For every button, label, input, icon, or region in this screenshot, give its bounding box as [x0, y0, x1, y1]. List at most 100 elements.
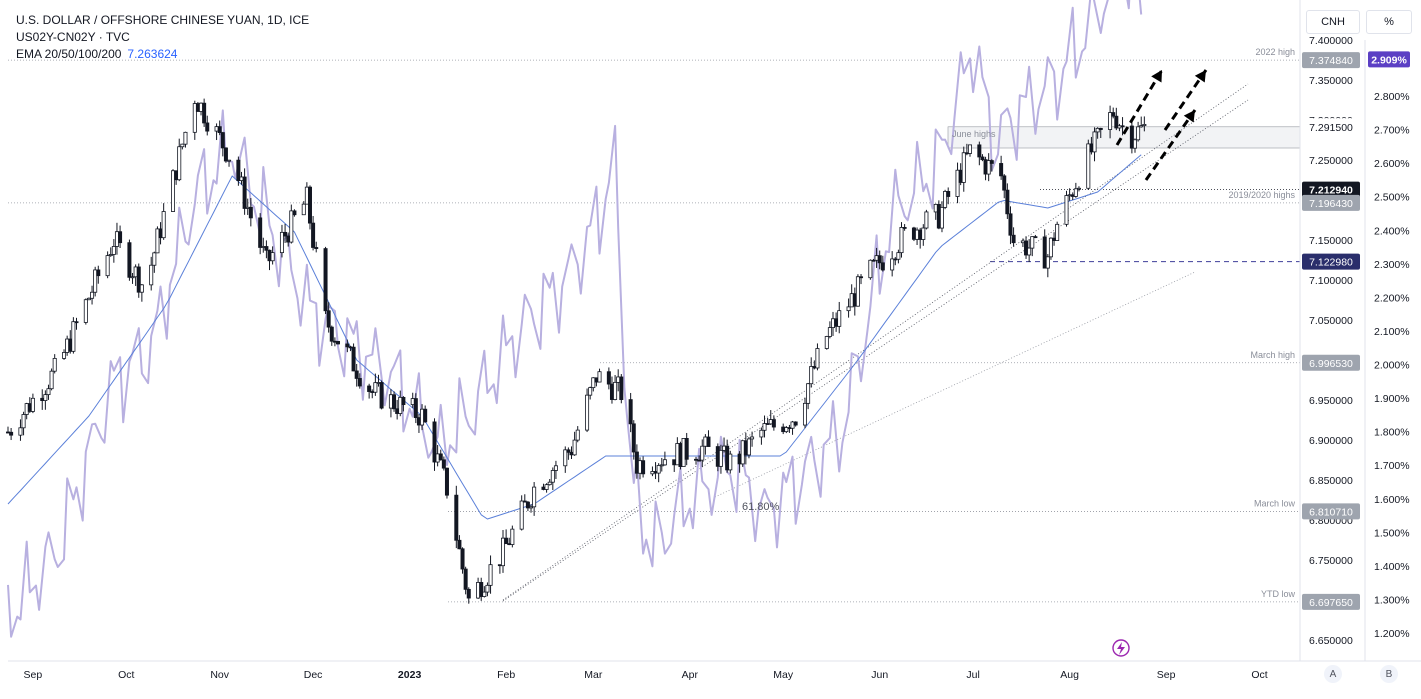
candle-body	[46, 388, 51, 396]
price-tick-label: 6.650000	[1309, 635, 1353, 647]
candle-body	[1011, 234, 1016, 244]
time-tick-label: Jul	[966, 669, 979, 681]
candle-body	[896, 252, 901, 260]
overlay-symbol[interactable]: US02Y-CN02Y · TVC	[16, 30, 130, 44]
candle-body	[656, 465, 661, 474]
price-badge	[1302, 253, 1360, 270]
percent-tick-label: 2.100%	[1374, 326, 1410, 338]
price-badge	[1302, 354, 1360, 371]
candle-body	[619, 376, 624, 400]
level-annotation: 2022 high	[1255, 47, 1295, 57]
candle-body	[746, 438, 751, 456]
candle-body	[902, 227, 907, 229]
time-tick-label: Aug	[1060, 669, 1079, 681]
price-badge	[1302, 503, 1360, 520]
percent-scale-button[interactable]: %	[1366, 10, 1412, 34]
price-badge-text: 6.996530	[1309, 358, 1353, 370]
candle-body	[806, 383, 811, 404]
candle-body	[466, 588, 471, 599]
candle-body	[93, 269, 98, 293]
percent-tick-label: 1.200%	[1374, 628, 1410, 640]
candle-body	[83, 299, 88, 323]
ema-value: 7.263624	[127, 47, 178, 61]
candle-body	[336, 340, 341, 345]
candle-body	[550, 470, 555, 483]
candle-body	[967, 144, 972, 154]
price-badge	[1302, 181, 1360, 198]
event-lightning-icon[interactable]	[1112, 639, 1130, 657]
candle-body	[220, 132, 225, 149]
percent-tick-label: 1.800%	[1374, 427, 1410, 439]
price-tick-label: 7.150000	[1309, 235, 1353, 247]
candle-body	[706, 436, 711, 447]
candle-body	[373, 382, 378, 393]
candle-body	[591, 377, 596, 389]
candle-body	[815, 348, 820, 369]
candle-body	[90, 291, 95, 299]
candle-body	[955, 169, 960, 197]
candle-body	[401, 396, 406, 406]
candle-body	[289, 210, 294, 243]
percent-tick-label: 2.200%	[1374, 292, 1410, 304]
candle-body	[784, 427, 789, 433]
time-tick-label: Feb	[497, 669, 515, 681]
candle-body	[504, 537, 509, 545]
candle-body	[323, 248, 328, 312]
candle-body	[1111, 112, 1116, 117]
candle-body	[980, 156, 985, 161]
candle-body	[1095, 127, 1100, 133]
log-scale-button[interactable]: B	[1380, 665, 1398, 683]
candle-body	[613, 381, 618, 400]
candle-body	[460, 548, 465, 570]
candle-body	[939, 206, 944, 229]
auto-scale-button[interactable]: A	[1324, 665, 1342, 683]
price-badge-text: 6.697650	[1309, 597, 1353, 609]
percent-tick-label: 1.400%	[1374, 561, 1410, 573]
cnh-scale-button[interactable]: CNH	[1306, 10, 1360, 34]
percent-tick-label: 2.800%	[1374, 91, 1410, 103]
candle-body	[946, 191, 951, 197]
candle-body	[183, 131, 188, 145]
candle-body	[18, 427, 23, 436]
candle-body	[463, 568, 468, 590]
candle-body	[1139, 125, 1144, 128]
time-tick-label: Oct	[1251, 669, 1267, 681]
candle-body	[501, 537, 506, 567]
price-badge	[1302, 52, 1360, 69]
candle-body	[793, 421, 798, 426]
candle-body	[529, 506, 534, 509]
candle-body	[1114, 115, 1119, 129]
candle-body	[392, 394, 397, 410]
candle-body	[855, 276, 860, 307]
candle-body	[311, 222, 316, 248]
ema-legend[interactable]: EMA 20/50/100/200 7.263624	[16, 46, 309, 63]
candle-body	[205, 122, 210, 132]
level-annotation: March low	[1254, 498, 1296, 508]
candle-body	[43, 394, 48, 401]
price-tick-label: 6.750000	[1309, 555, 1353, 567]
candle-body	[890, 258, 895, 271]
candle-body	[357, 378, 362, 387]
candle-body	[631, 423, 636, 453]
time-tick-label: Apr	[682, 669, 699, 681]
price-badge-text: 7.122980	[1309, 257, 1353, 269]
candle-body	[217, 126, 222, 133]
candle-body	[597, 371, 602, 383]
time-tick-label: Mar	[584, 669, 603, 681]
candle-body	[345, 343, 350, 348]
candle-body	[9, 431, 14, 436]
candle-body	[444, 467, 449, 496]
candle-body	[398, 396, 403, 414]
candle-body	[236, 159, 241, 182]
zone-label: June highs	[952, 129, 996, 139]
time-tick-label: Dec	[304, 669, 323, 681]
percent-tick-label: 1.600%	[1374, 494, 1410, 506]
candle-body	[1008, 213, 1013, 236]
candle-body	[809, 366, 814, 385]
symbol-title[interactable]: U.S. DOLLAR / OFFSHORE CHINESE YUAN, 1D,…	[16, 13, 310, 27]
candle-body	[161, 211, 166, 239]
candle-body	[108, 254, 113, 257]
candle-body	[292, 210, 297, 216]
